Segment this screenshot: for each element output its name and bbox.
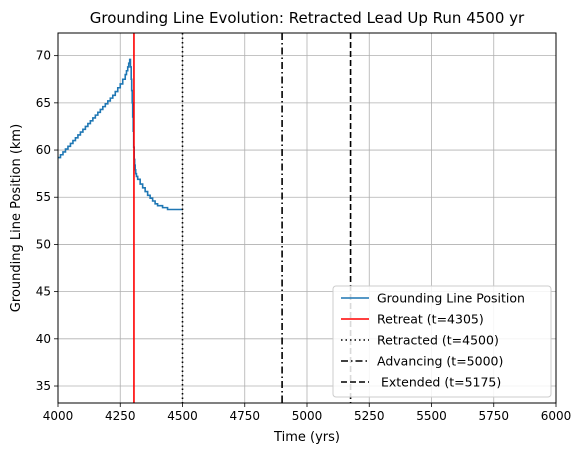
x-tick-label: 5500 xyxy=(416,409,447,423)
y-tick-label: 70 xyxy=(36,49,51,63)
x-axis-ticks: 4000 4250 4500 4750 5000 5250 5500 5750 6000 xyxy=(43,403,572,423)
chart-title: Grounding Line Evolution: Retracted Lead… xyxy=(90,9,525,27)
legend-box xyxy=(332,285,552,398)
x-tick-label: 6000 xyxy=(541,409,572,423)
x-tick-label: 5250 xyxy=(354,409,385,423)
legend: Grounding Line Position Retreat (t=4305) R… xyxy=(332,285,552,398)
x-tick-label: 4500 xyxy=(167,409,198,423)
y-axis-ticks: 35 40 45 50 55 60 65 70 xyxy=(36,49,58,393)
legend-label: Retracted (t=4500) xyxy=(377,333,499,348)
y-tick-label: 45 xyxy=(36,285,51,299)
x-tick-label: 5000 xyxy=(292,409,323,423)
legend-label: Retreat (t=4305) xyxy=(377,312,484,327)
legend-label: Advancing (t=5000) xyxy=(377,354,503,369)
y-tick-label: 50 xyxy=(36,237,51,251)
x-tick-label: 4750 xyxy=(229,409,260,423)
x-tick-label: 4250 xyxy=(105,409,136,423)
legend-label: Grounding Line Position xyxy=(377,291,525,306)
y-tick-label: 55 xyxy=(36,190,51,204)
legend-label: Extended (t=5175) xyxy=(377,375,501,390)
y-tick-label: 40 xyxy=(36,332,51,346)
x-axis-label: Time (yrs) xyxy=(273,430,340,445)
series-line-grounding-line-position xyxy=(58,58,183,211)
y-tick-label: 60 xyxy=(36,143,51,157)
y-axis-label: Grounding Line Position (km) xyxy=(9,124,24,312)
grid xyxy=(57,33,557,403)
x-tick-label: 4000 xyxy=(43,409,74,423)
y-tick-label: 35 xyxy=(36,379,51,393)
y-tick-label: 65 xyxy=(36,96,51,110)
x-tick-label: 5750 xyxy=(478,409,509,423)
axes-frame xyxy=(57,32,557,404)
